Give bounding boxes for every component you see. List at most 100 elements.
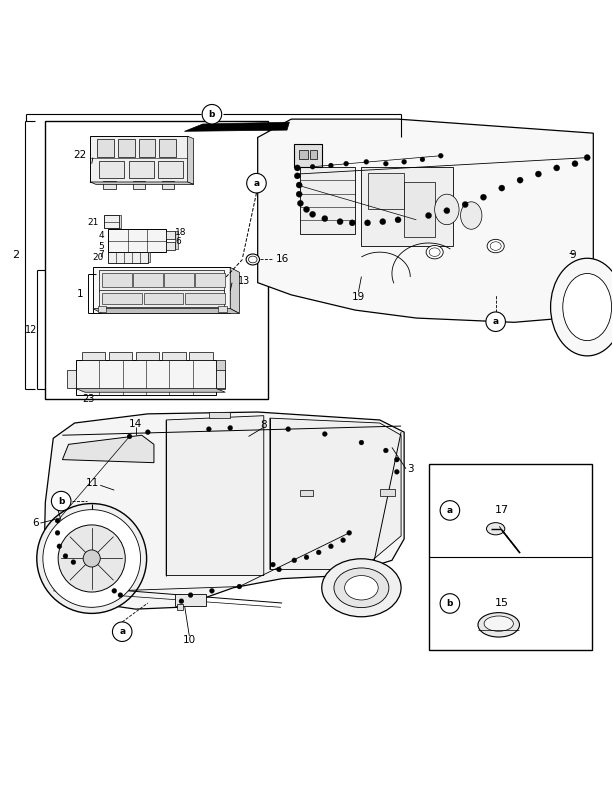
Circle shape <box>347 531 352 535</box>
Bar <box>102 293 142 304</box>
Bar <box>159 140 176 157</box>
Circle shape <box>322 216 328 221</box>
Circle shape <box>322 432 327 436</box>
Text: 11: 11 <box>86 478 99 487</box>
Polygon shape <box>230 268 239 313</box>
Ellipse shape <box>334 568 389 608</box>
Text: 20: 20 <box>93 253 104 262</box>
Polygon shape <box>270 418 401 569</box>
Text: 19: 19 <box>352 292 365 302</box>
Ellipse shape <box>37 503 147 613</box>
Bar <box>166 231 175 239</box>
Bar <box>164 273 194 287</box>
Circle shape <box>349 220 356 226</box>
Circle shape <box>303 206 310 213</box>
Circle shape <box>55 531 60 535</box>
Circle shape <box>329 544 333 549</box>
Ellipse shape <box>345 575 378 600</box>
Text: 10: 10 <box>183 634 196 644</box>
Circle shape <box>420 157 425 162</box>
Bar <box>218 306 227 312</box>
Polygon shape <box>90 182 194 184</box>
Circle shape <box>304 555 309 560</box>
Ellipse shape <box>487 239 504 253</box>
Circle shape <box>394 469 399 474</box>
Circle shape <box>188 593 193 597</box>
Circle shape <box>237 584 242 589</box>
Bar <box>76 360 216 395</box>
Bar <box>175 594 206 606</box>
Ellipse shape <box>426 246 443 259</box>
Polygon shape <box>166 416 264 575</box>
Circle shape <box>344 161 349 166</box>
Ellipse shape <box>487 523 505 535</box>
Circle shape <box>365 220 371 226</box>
Circle shape <box>57 544 62 549</box>
Circle shape <box>499 185 505 191</box>
Polygon shape <box>257 119 593 323</box>
Bar <box>93 268 230 313</box>
Circle shape <box>297 200 303 206</box>
Circle shape <box>276 567 281 572</box>
Bar <box>98 306 106 312</box>
Circle shape <box>296 191 302 197</box>
Bar <box>185 293 225 304</box>
Text: 22: 22 <box>74 149 87 159</box>
Circle shape <box>462 202 468 207</box>
Text: 7: 7 <box>98 250 104 259</box>
Text: 18: 18 <box>175 228 187 237</box>
Circle shape <box>51 491 71 511</box>
Polygon shape <box>63 435 154 462</box>
Bar <box>195 273 225 287</box>
Ellipse shape <box>429 248 440 257</box>
Circle shape <box>118 593 123 597</box>
Circle shape <box>395 217 401 223</box>
Bar <box>166 243 175 250</box>
Bar <box>99 161 124 178</box>
Ellipse shape <box>435 194 459 225</box>
Text: a: a <box>119 627 125 636</box>
Bar <box>108 229 166 252</box>
Circle shape <box>179 599 184 604</box>
Circle shape <box>394 457 399 462</box>
Bar <box>158 161 183 178</box>
Circle shape <box>270 562 275 567</box>
Circle shape <box>145 429 150 435</box>
Circle shape <box>207 427 211 432</box>
Ellipse shape <box>490 242 501 250</box>
Circle shape <box>486 312 506 331</box>
Circle shape <box>481 194 487 200</box>
Text: 3: 3 <box>407 464 414 474</box>
Bar <box>45 121 268 399</box>
Bar <box>139 140 155 157</box>
Circle shape <box>584 155 590 161</box>
Circle shape <box>294 165 300 171</box>
Text: 4: 4 <box>98 231 104 240</box>
Bar <box>104 181 115 189</box>
Circle shape <box>316 550 321 555</box>
Circle shape <box>228 425 233 430</box>
Circle shape <box>554 165 560 171</box>
Ellipse shape <box>246 254 259 265</box>
Text: 2: 2 <box>12 250 20 260</box>
Circle shape <box>55 518 60 523</box>
Circle shape <box>444 207 450 214</box>
Circle shape <box>359 440 364 445</box>
Ellipse shape <box>563 273 612 341</box>
Ellipse shape <box>550 258 613 356</box>
Ellipse shape <box>58 525 125 592</box>
Circle shape <box>310 211 316 217</box>
Circle shape <box>112 622 132 641</box>
Circle shape <box>425 213 432 218</box>
Circle shape <box>329 163 333 168</box>
Bar <box>162 181 174 189</box>
Bar <box>148 252 150 262</box>
Text: 12: 12 <box>25 325 37 335</box>
Circle shape <box>535 171 541 177</box>
Text: b: b <box>58 497 64 506</box>
Bar <box>379 489 395 496</box>
Bar <box>118 140 134 157</box>
Polygon shape <box>76 389 226 392</box>
Polygon shape <box>93 309 239 313</box>
Text: 17: 17 <box>495 506 509 516</box>
